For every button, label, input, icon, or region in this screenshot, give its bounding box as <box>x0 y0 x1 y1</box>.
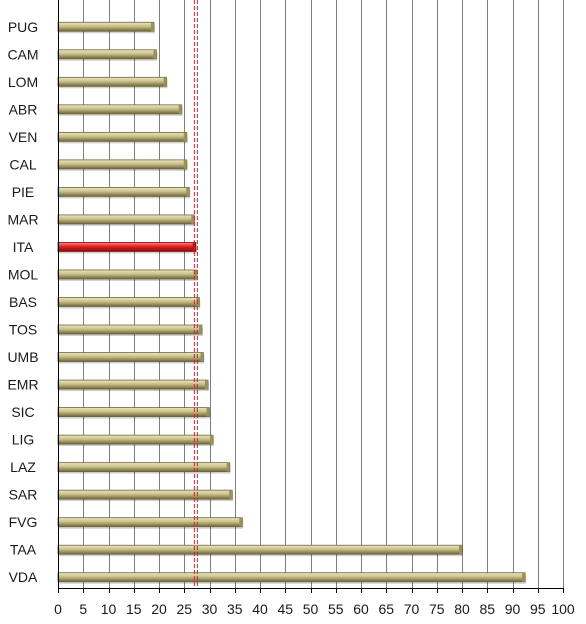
bar <box>57 187 190 197</box>
bar-end-cap <box>204 380 208 390</box>
bar <box>57 76 167 87</box>
category-label: LIG <box>12 432 35 448</box>
bar <box>57 104 183 115</box>
gridlines <box>83 0 564 588</box>
tick-labels: 0 5 10 15 20 25 30 35 40 45 50 55 60 65 70 75 80 85 90 95 10… <box>54 601 575 617</box>
bar <box>57 544 463 555</box>
bar-end-cap <box>522 572 526 582</box>
x-tick-label: 55 <box>328 601 344 617</box>
bar <box>57 352 204 362</box>
category-label: TOS <box>9 322 38 338</box>
category-label: SAR <box>9 487 38 503</box>
reference-line <box>193 0 198 588</box>
x-tick-label: 40 <box>252 601 268 617</box>
x-tick-label: 25 <box>176 601 192 617</box>
bar-end-cap <box>153 49 157 59</box>
bar-end-cap <box>183 132 187 142</box>
x-tick-label: 65 <box>378 601 394 617</box>
bar <box>57 269 198 280</box>
bar-end-cap <box>196 297 200 307</box>
bar <box>57 131 188 142</box>
bar-end-cap <box>210 435 214 445</box>
category-label: TAA <box>10 542 37 558</box>
category-label: MAR <box>7 211 38 227</box>
category-label: UMB <box>7 349 38 365</box>
bar <box>57 214 195 225</box>
bars <box>57 21 527 584</box>
bar <box>57 517 243 528</box>
bar <box>57 297 200 307</box>
category-label: BAS <box>9 294 37 310</box>
category-label: ITA <box>13 239 34 255</box>
bar <box>57 21 155 32</box>
category-label: ABR <box>9 101 38 117</box>
x-tick-label: 0 <box>54 601 62 617</box>
bar-end-cap <box>198 325 202 335</box>
category-label: SIC <box>11 404 34 420</box>
category-label: CAM <box>7 46 38 62</box>
bar-end-cap <box>193 269 197 279</box>
bar-end-cap <box>150 22 154 32</box>
x-tick-label: 70 <box>404 601 420 617</box>
bar <box>57 407 210 417</box>
x-tick-label: 30 <box>202 601 218 617</box>
bar <box>57 489 233 500</box>
bar <box>57 324 203 335</box>
bar-end-cap <box>459 545 462 555</box>
bar <box>57 462 231 473</box>
bar <box>57 49 157 60</box>
x-tick-label: 15 <box>126 601 142 617</box>
bar <box>57 434 214 445</box>
category-labels: PUG CAM LOM ABR VEN CAL PIE MAR ITA MOL BAS TOS UMB E… <box>7 19 38 585</box>
x-tick-label: 35 <box>227 601 243 617</box>
x-tick-label: 100 <box>551 601 575 617</box>
bar-end-cap <box>191 214 195 224</box>
x-tick-label: 95 <box>530 601 546 617</box>
category-label: VEN <box>9 129 38 145</box>
bar-end-cap <box>226 462 230 472</box>
axes <box>58 0 564 593</box>
x-tick-label: 10 <box>101 601 117 617</box>
bar-end-cap <box>200 352 204 362</box>
bar <box>57 379 209 390</box>
bar-end-cap <box>229 490 233 500</box>
category-label: VDA <box>9 569 38 585</box>
bar <box>57 159 188 170</box>
x-tick-label: 90 <box>505 601 521 617</box>
x-tick-label: 20 <box>151 601 167 617</box>
category-label: FVG <box>9 514 38 530</box>
bar-end-cap <box>183 159 187 169</box>
bar-end-cap <box>239 517 243 527</box>
bar <box>57 572 526 583</box>
bar-end-cap <box>206 407 210 417</box>
bar-end-cap <box>186 187 190 197</box>
category-label: LOM <box>8 74 38 90</box>
x-tick-label: 50 <box>303 601 319 617</box>
x-tick-label: 85 <box>479 601 495 617</box>
x-tick-label: 75 <box>429 601 445 617</box>
bar-end-cap <box>178 104 182 114</box>
category-label: PUG <box>8 19 38 35</box>
x-tick-label: 60 <box>353 601 369 617</box>
category-label: PIE <box>12 184 35 200</box>
x-tick-label: 80 <box>454 601 470 617</box>
bar-end-cap <box>163 77 167 87</box>
category-label: CAL <box>9 156 36 172</box>
category-label: EMR <box>7 377 38 393</box>
bar-highlight <box>57 242 197 252</box>
x-tick-label: 5 <box>79 601 87 617</box>
category-label: LAZ <box>10 459 36 475</box>
x-tick-label: 45 <box>277 601 293 617</box>
category-label: MOL <box>8 266 39 282</box>
